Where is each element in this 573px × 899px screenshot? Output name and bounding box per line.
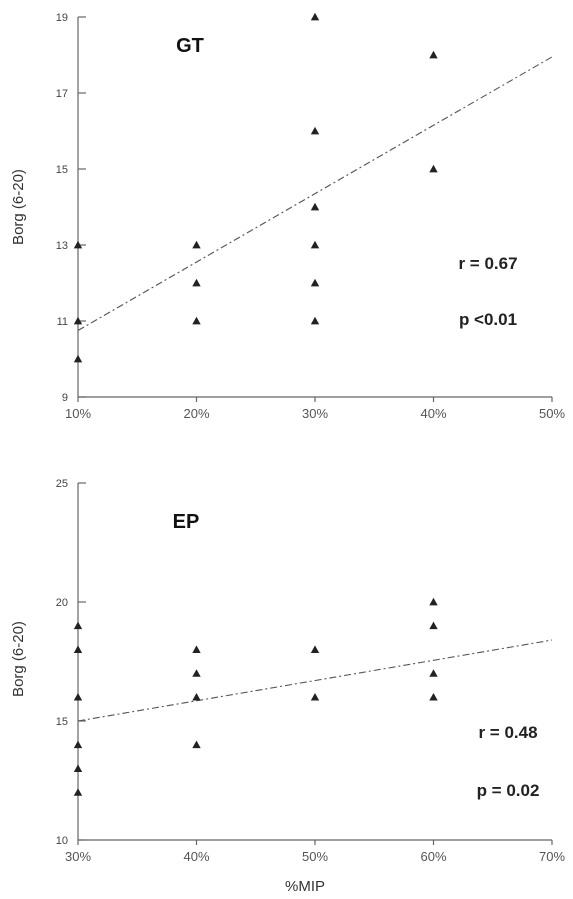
chart-2-x-tick-label: 50% [302,849,328,864]
chart-1-data-point [310,126,320,135]
chart-1-data-point [310,278,320,287]
chart-2-x-tick-label: 40% [183,849,209,864]
chart-1-data-point [192,278,201,287]
chart-1-data-point [73,354,83,363]
chart-2-data-point [429,693,438,701]
chart-1-data-point [310,12,320,21]
chart-1-data-point [192,240,201,249]
chart-2-data-point [73,740,83,749]
chart-2-annotation: p = 0.02 [477,781,540,800]
chart-1-x-tick-label: 20% [183,406,209,421]
chart-2-data-point [310,645,320,653]
chart-1-data-point [429,50,438,59]
chart-1: 10% 20% 30% 40% 50% 9 11 13 15 17 19 Borg (6-20) GT r… [10,12,565,421]
chart-1-data-point [73,240,83,249]
chart-2-data-point [192,645,201,653]
chart-2-x-axis-title: %MIP [285,878,325,895]
chart-1-y-axis-title: Borg (6-20) [10,169,27,245]
chart-1-x-tick-label: 50% [539,406,565,421]
chart-1-data-point [310,240,320,249]
chart-2-y-tick-label: 10 [56,835,68,847]
chart-2-y-tick-label: 25 [56,478,68,490]
chart-2-y-axis-title: Borg (6-20) [10,621,27,697]
chart-2-annotation: r = 0.48 [478,723,537,742]
chart-2-data-point [73,645,83,653]
chart-2-y-tick-label: 20 [56,597,68,609]
chart-2-title: EP [173,511,200,533]
chart-1-y-tick-label: 17 [56,88,68,100]
chart-2-data-point [192,693,201,701]
chart-2-x-tick-label: 30% [65,849,91,864]
chart-1-data-point [192,316,201,325]
chart-2-data-point [192,669,201,677]
chart-1-data-point [429,164,438,173]
chart-1-title: GT [176,35,204,57]
chart-1-y-tick-label: 13 [56,240,68,252]
chart-2-x-tick-label: 60% [420,849,446,864]
chart-1-annotation: r = 0.67 [458,254,517,273]
chart-1-annotation: p <0.01 [459,310,517,329]
chart-2-y-tick-label: 15 [56,716,68,728]
chart-2-data-point [73,621,83,630]
chart-2-data-point [429,621,438,630]
chart-2-data-point [73,764,83,772]
chart-2-data-point [73,788,83,796]
chart-2-data-point [429,669,438,677]
chart-2-data-point [73,693,83,701]
chart-1-y-tick-label: 15 [56,164,68,176]
chart-2-x-tick-label: 70% [539,849,565,864]
chart-2-data-point [429,597,438,606]
chart-1-x-tick-label: 30% [302,406,328,421]
chart-2-data-point [310,693,320,701]
chart-1-data-point [310,316,320,325]
chart-1-data-point [310,202,320,211]
chart-2-trendline [77,639,553,722]
chart-1-y-tick-label: 11 [57,316,68,328]
chart-2: 30% 40% 50% 60% 70% 10 15 20 25 Borg (6-20) %MIP EP… [10,478,565,895]
chart-1-x-tick-label: 10% [65,406,91,421]
chart-2-data-point [192,740,201,749]
chart-1-trendline [77,56,553,331]
chart-1-y-tick-label: 9 [62,392,68,404]
chart-1-data-point [73,316,83,325]
chart-1-x-tick-label: 40% [420,406,446,421]
chart-1-y-tick-label: 19 [56,12,68,24]
